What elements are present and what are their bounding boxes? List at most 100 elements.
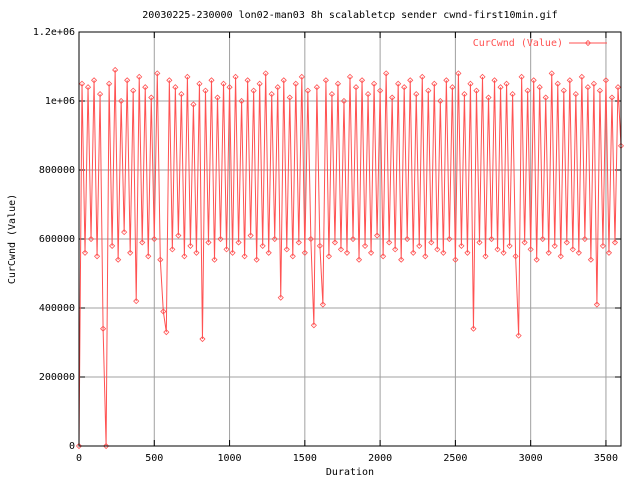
data-point — [608, 94, 616, 101]
data-point — [569, 246, 576, 253]
data-point — [136, 73, 143, 80]
data-point — [205, 239, 212, 246]
data-point — [247, 232, 254, 239]
data-point — [241, 253, 248, 260]
data-point — [268, 91, 275, 98]
data-point — [599, 242, 606, 249]
data-point — [578, 73, 585, 80]
data-point — [202, 87, 209, 94]
data-point — [413, 91, 420, 98]
data-point — [310, 322, 317, 329]
data-point — [256, 80, 263, 87]
data-point — [557, 253, 564, 260]
y-tick-label: 800000 — [39, 165, 75, 176]
data-point — [196, 80, 203, 87]
data-point — [404, 235, 411, 243]
data-point — [563, 239, 570, 246]
data-point — [380, 253, 387, 260]
data-point — [407, 77, 414, 84]
data-point — [214, 94, 221, 101]
data-point — [286, 94, 293, 101]
data-point — [485, 94, 492, 101]
legend-label: CurCwnd (Value) — [473, 38, 563, 49]
legend-marker — [584, 39, 592, 47]
y-tick-label: 600000 — [39, 234, 75, 245]
data-point — [346, 73, 354, 80]
data-point — [280, 77, 287, 84]
data-point — [488, 235, 495, 243]
data-point — [223, 246, 230, 253]
data-point — [524, 87, 531, 94]
data-point — [542, 94, 549, 101]
y-tick-label: 1.2e+06 — [33, 27, 75, 38]
data-point — [458, 242, 465, 249]
data-point — [262, 70, 269, 77]
y-tick-label: 1e+06 — [45, 96, 75, 107]
data-point — [145, 253, 152, 260]
data-point — [265, 249, 272, 256]
data-point — [142, 84, 149, 91]
data-point — [97, 91, 104, 98]
data-point — [515, 332, 522, 339]
data-point — [452, 256, 459, 263]
data-point — [512, 253, 519, 260]
x-tick-label: 3500 — [594, 453, 618, 464]
data-point — [521, 239, 528, 246]
data-point — [283, 246, 290, 253]
x-tick-label: 1500 — [293, 453, 317, 464]
data-point — [78, 80, 86, 87]
data-point — [208, 77, 215, 84]
data-point — [497, 84, 504, 91]
data-point — [226, 84, 233, 91]
data-point — [112, 66, 119, 74]
data-point — [199, 335, 206, 343]
data-point — [431, 80, 438, 87]
data-point — [259, 242, 266, 249]
data-point — [566, 77, 573, 84]
data-point — [455, 70, 462, 77]
data-point — [355, 256, 363, 263]
data-point — [274, 84, 281, 91]
data-point — [151, 235, 158, 243]
data-point — [358, 77, 366, 84]
data-point — [84, 84, 92, 91]
data-point — [593, 301, 600, 308]
data-point — [398, 256, 405, 263]
data-point — [109, 242, 116, 249]
data-point — [500, 249, 507, 256]
data-point — [470, 325, 477, 332]
data-point — [371, 80, 378, 87]
data-point — [352, 84, 360, 91]
data-point — [238, 97, 245, 105]
data-point — [419, 73, 426, 80]
y-tick-label: 0 — [69, 441, 75, 452]
data-point — [386, 239, 393, 246]
data-point — [491, 77, 498, 84]
data-point — [536, 84, 543, 91]
data-point — [416, 242, 423, 249]
data-point — [554, 80, 561, 87]
data-point — [184, 73, 191, 80]
data-point — [253, 256, 260, 263]
data-point — [533, 256, 540, 263]
data-point — [368, 249, 375, 256]
data-point — [139, 239, 146, 246]
plot-border — [78, 31, 622, 447]
data-point — [365, 91, 372, 98]
data-point — [166, 77, 173, 84]
x-tick-label: 500 — [145, 453, 163, 464]
data-point — [160, 308, 167, 315]
data-point — [539, 235, 546, 243]
data-point — [319, 301, 326, 308]
data-point — [575, 249, 582, 256]
data-point — [106, 80, 113, 87]
data-point — [169, 246, 176, 253]
data-point — [75, 442, 83, 450]
data-point — [100, 325, 107, 332]
data-point — [443, 77, 450, 84]
data-point — [322, 77, 329, 84]
data-point — [464, 249, 471, 256]
data-point — [178, 91, 185, 98]
